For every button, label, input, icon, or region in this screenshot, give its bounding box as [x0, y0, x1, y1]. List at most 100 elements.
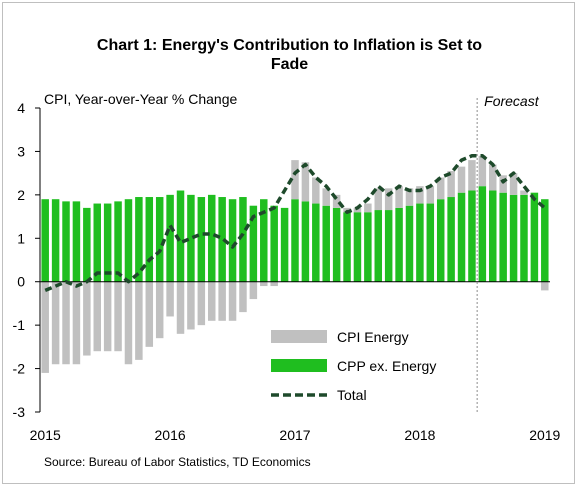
bar-energy-2015-06 — [93, 281, 101, 352]
bar-core-2016-04 — [197, 197, 206, 282]
bar-energy-2017-05 — [332, 194, 341, 208]
bar-core-2015-12 — [155, 197, 164, 282]
bar-energy-2017-10 — [384, 188, 393, 211]
x-tick-label: 2016 — [155, 427, 186, 443]
bar-energy-2018-03 — [436, 177, 445, 200]
bar-core-2019-01 — [541, 199, 549, 282]
bar-layer — [41, 155, 549, 373]
bar-core-2016-05 — [207, 194, 216, 282]
bar-energy-2018-10 — [509, 173, 518, 195]
bar-core-2017-03 — [312, 203, 320, 282]
bar-energy-2015-07 — [103, 281, 112, 352]
bar-energy-2017-07 — [353, 207, 362, 213]
bar-core-2017-01 — [291, 199, 299, 282]
bar-energy-2017-11 — [395, 186, 403, 208]
forecast-label: Forecast — [484, 93, 540, 109]
axes-layer — [35, 98, 550, 413]
chart-title: Chart 1: Energy's Contribution to Inflat… — [0, 36, 579, 74]
bar-energy-2015-05 — [83, 281, 91, 356]
bar-core-2018-01 — [416, 203, 424, 282]
bar-core-2017-05 — [332, 207, 341, 282]
total-series-line — [44, 154, 546, 293]
x-tick-label: 2015 — [30, 427, 61, 443]
bar-energy-2015-09 — [124, 281, 133, 365]
bar-core-2016-02 — [176, 190, 185, 282]
bar-core-2018-02 — [426, 203, 435, 282]
bar-energy-2018-06 — [468, 160, 476, 191]
bar-core-2016-01 — [166, 194, 174, 282]
bar-core-2015-07 — [103, 203, 112, 282]
bar-core-2015-09 — [124, 199, 133, 282]
bar-core-2017-08 — [364, 212, 372, 282]
bar-energy-2016-01 — [166, 281, 174, 317]
bar-energy-2016-10 — [260, 281, 268, 287]
y-tick-label: -1 — [13, 317, 26, 333]
bar-core-2018-09 — [499, 192, 507, 282]
x-tick-label: 2017 — [279, 427, 310, 443]
y-tick-label: 1 — [17, 230, 25, 246]
bar-energy-2016-02 — [176, 281, 185, 334]
bar-energy-2016-08 — [239, 281, 247, 313]
bar-core-2016-10 — [260, 199, 268, 282]
legend-label-total: Total — [337, 387, 367, 403]
bar-core-2015-04 — [72, 201, 81, 282]
bar-energy-2019-01 — [541, 281, 549, 291]
bar-core-2015-10 — [135, 197, 143, 282]
bar-energy-2017-08 — [364, 203, 372, 213]
bar-core-2017-11 — [395, 207, 403, 282]
bar-core-2016-12 — [280, 207, 289, 282]
bar-energy-2018-08 — [489, 164, 497, 191]
bar-energy-2017-02 — [301, 162, 310, 202]
bar-energy-2018-01 — [416, 186, 424, 204]
bar-core-2018-10 — [509, 194, 518, 282]
bar-core-2018-07 — [478, 186, 487, 282]
bar-core-2017-07 — [353, 212, 362, 282]
bar-energy-2015-01 — [41, 281, 49, 373]
bar-core-2016-07 — [228, 199, 237, 282]
total-line-layer — [44, 154, 546, 293]
y-tick-label: 4 — [17, 100, 25, 116]
bar-core-2015-03 — [62, 201, 70, 282]
bar-energy-2018-11 — [520, 190, 528, 195]
bar-core-2017-02 — [301, 201, 310, 282]
bar-energy-2016-06 — [218, 281, 226, 321]
bar-energy-2018-04 — [447, 170, 455, 198]
bar-energy-2018-09 — [499, 175, 507, 193]
bar-core-2015-05 — [83, 207, 91, 282]
bar-energy-2015-08 — [114, 281, 122, 352]
bar-core-2018-03 — [436, 199, 445, 282]
legend: CPI Energy CPP ex. Energy Total — [271, 329, 436, 403]
bar-core-2018-05 — [457, 192, 466, 282]
bar-core-2016-03 — [187, 194, 195, 282]
legend-swatch-core — [271, 359, 327, 372]
bar-energy-2016-04 — [197, 281, 206, 326]
bar-core-2017-10 — [384, 210, 393, 282]
bar-core-2015-11 — [145, 197, 154, 282]
bar-core-2018-06 — [468, 190, 476, 282]
bar-core-2016-09 — [249, 205, 258, 282]
y-tick-label: 0 — [17, 274, 25, 290]
bar-core-2016-06 — [218, 197, 226, 282]
bar-energy-2015-12 — [155, 281, 164, 339]
y-tick-label: 2 — [17, 187, 25, 203]
legend-label-core: CPP ex. Energy — [337, 358, 436, 374]
bar-energy-2018-05 — [457, 166, 466, 193]
bar-core-2015-02 — [51, 199, 60, 282]
y-tick-label: -2 — [13, 361, 26, 377]
bar-core-2017-09 — [374, 210, 383, 282]
bar-core-2015-01 — [41, 199, 49, 282]
bar-energy-2016-11 — [270, 281, 278, 287]
bar-energy-2018-07 — [478, 155, 487, 187]
bar-energy-2015-04 — [72, 281, 81, 365]
bar-energy-2016-07 — [228, 281, 237, 321]
x-tick-label: 2018 — [404, 427, 435, 443]
bar-energy-2018-02 — [426, 186, 435, 204]
labels-layer: -3 -2 -1 0 1 2 3 4 2015 2016 2017 2018 2019 CPI, Year… — [13, 91, 561, 443]
bar-energy-2015-11 — [145, 281, 154, 347]
bar-core-2018-08 — [489, 190, 497, 282]
bar-energy-2017-09 — [374, 188, 383, 211]
y-axis-title: CPI, Year-over-Year % Change — [44, 91, 237, 107]
bar-core-2015-08 — [114, 201, 122, 282]
bar-core-2017-06 — [343, 212, 351, 282]
bar-core-2017-04 — [322, 205, 330, 282]
